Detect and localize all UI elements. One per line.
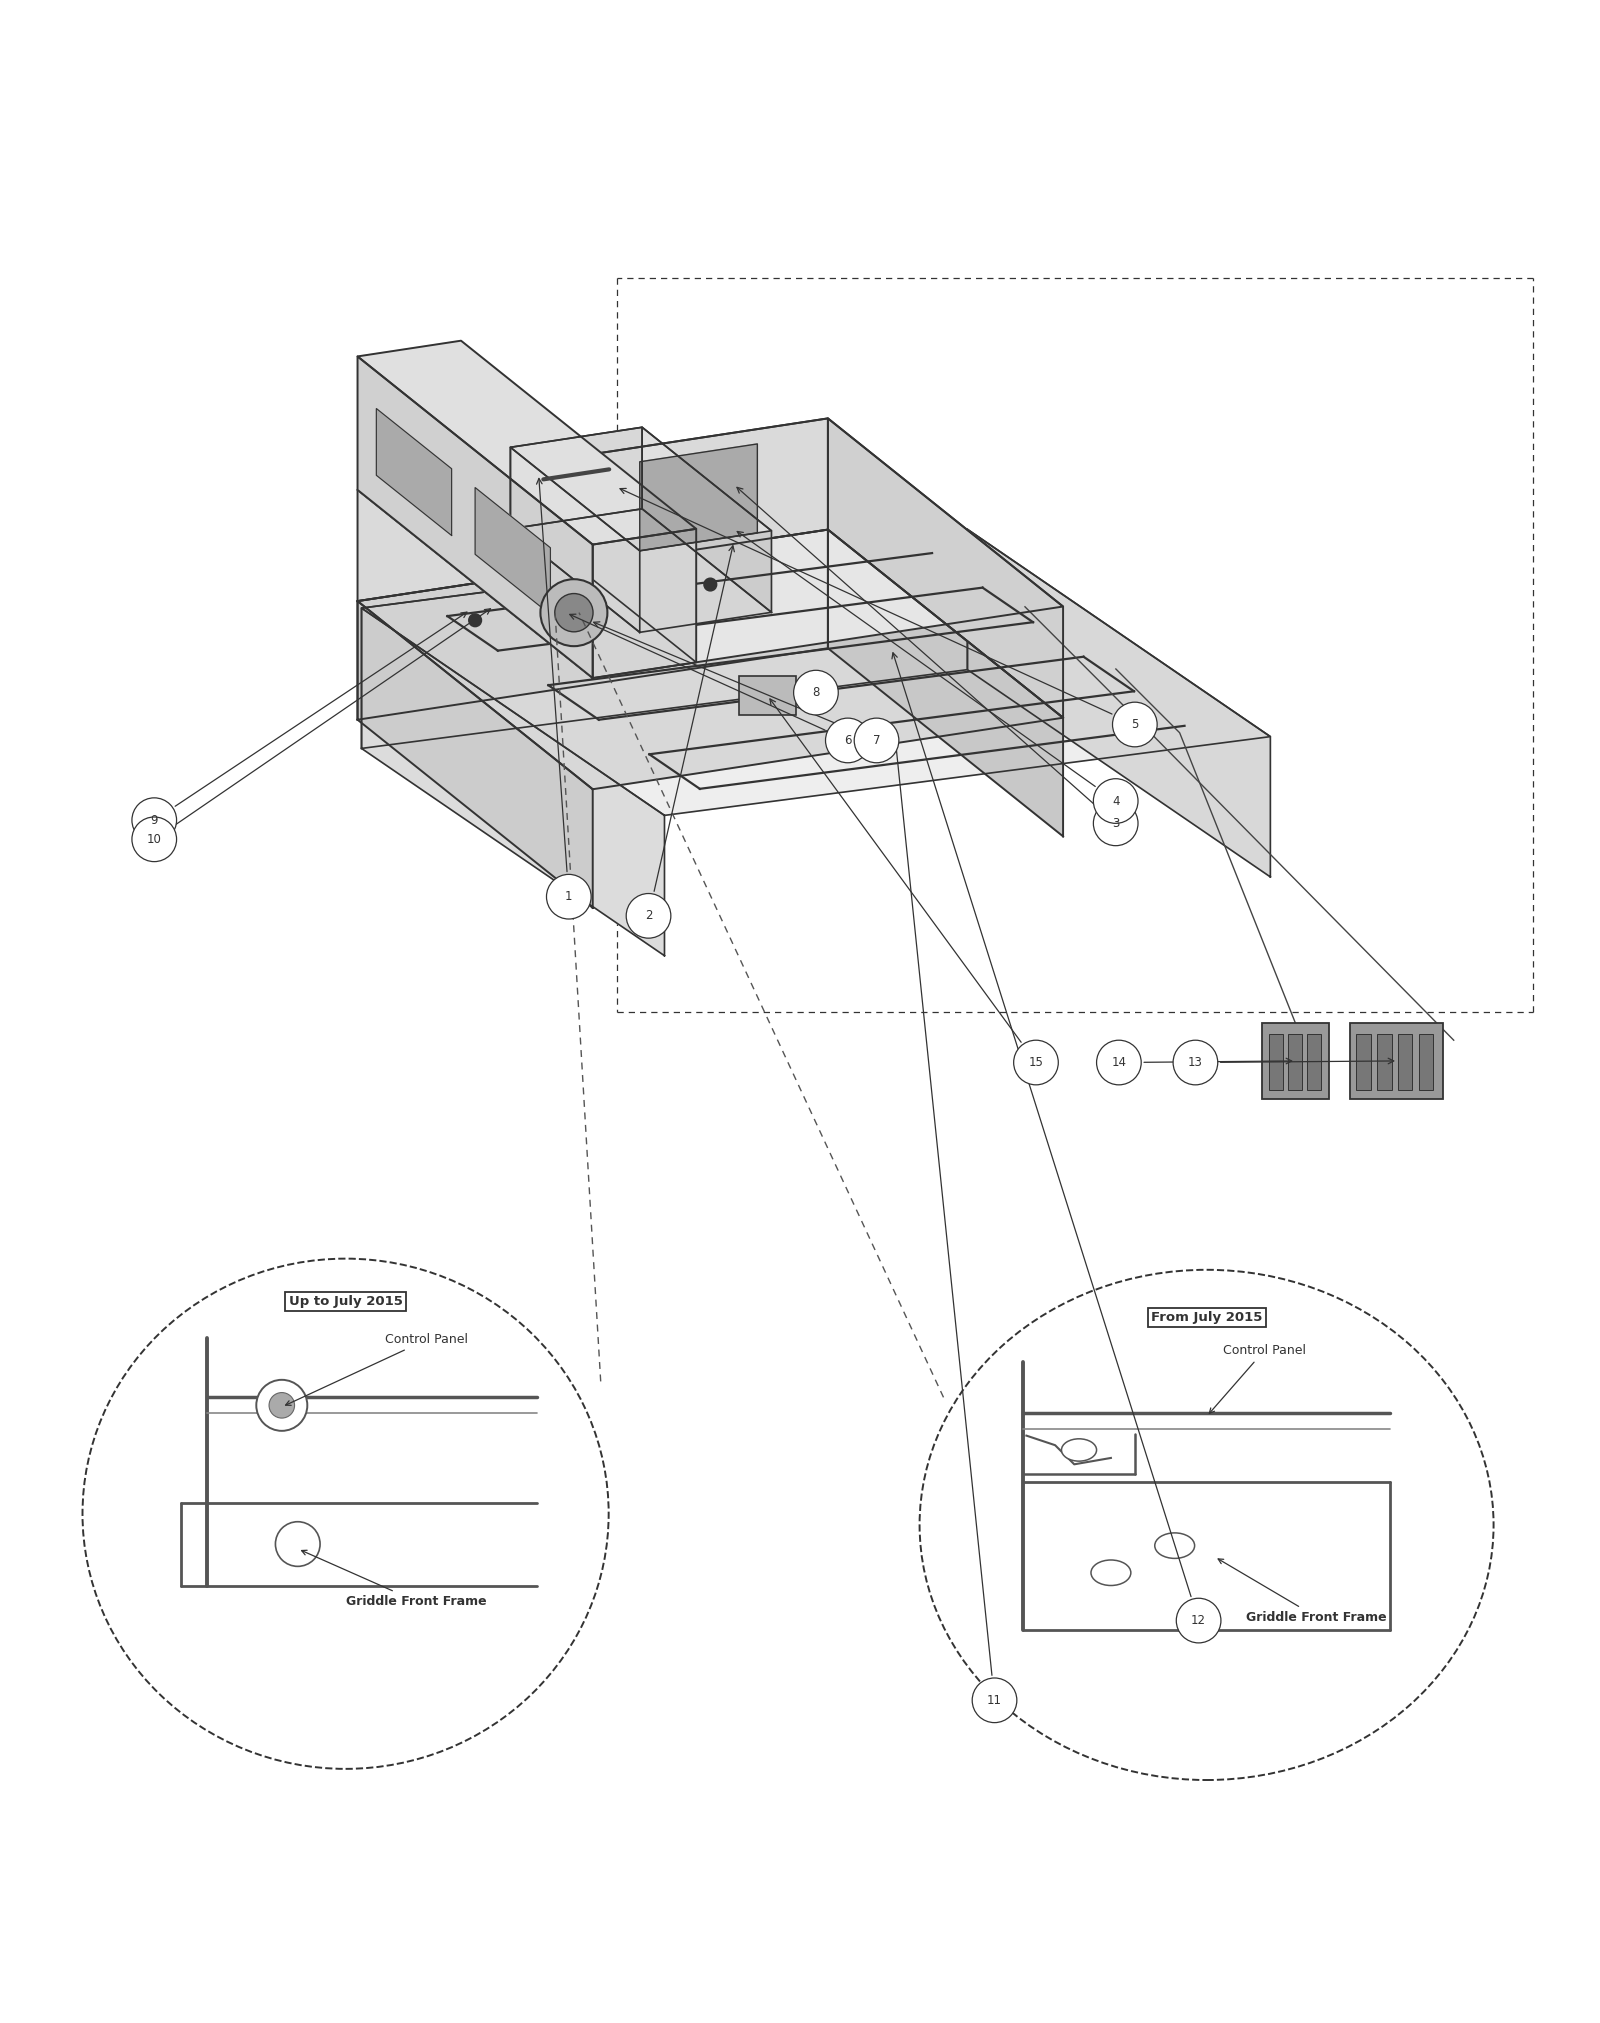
Ellipse shape [1091,1560,1131,1586]
Text: Up to July 2015: Up to July 2015 [288,1295,403,1309]
Text: Griddle Front Frame: Griddle Front Frame [301,1550,486,1608]
Polygon shape [357,530,1062,789]
Polygon shape [362,530,1270,815]
Polygon shape [357,419,1062,678]
Circle shape [826,718,870,763]
Circle shape [269,1392,294,1418]
Text: 4: 4 [1112,795,1120,807]
Bar [1269,1034,1283,1090]
Bar [1307,1034,1322,1090]
Circle shape [469,613,482,627]
Polygon shape [376,409,451,536]
Polygon shape [510,510,771,633]
Bar [1288,1034,1302,1090]
Circle shape [555,593,594,631]
Circle shape [1093,801,1138,846]
Circle shape [854,718,899,763]
Circle shape [973,1677,1018,1724]
Circle shape [704,579,717,591]
Polygon shape [357,601,592,908]
Bar [1378,1034,1392,1090]
Circle shape [1112,702,1157,746]
Circle shape [1176,1598,1221,1643]
Circle shape [1096,1040,1141,1084]
Bar [1262,1024,1330,1098]
Polygon shape [357,356,592,678]
Ellipse shape [1061,1438,1096,1461]
Text: 3: 3 [1112,817,1120,829]
Circle shape [586,597,598,609]
Circle shape [541,579,608,645]
Polygon shape [592,528,696,678]
Polygon shape [510,427,642,528]
Text: 15: 15 [1029,1056,1043,1068]
Circle shape [131,817,176,862]
Polygon shape [510,427,771,550]
Text: 5: 5 [1131,718,1139,730]
Bar [739,676,797,714]
Polygon shape [357,419,827,601]
Polygon shape [640,443,757,550]
Text: From July 2015: From July 2015 [1150,1311,1262,1325]
Circle shape [1093,779,1138,823]
Circle shape [256,1380,307,1430]
Polygon shape [357,473,696,678]
Text: 13: 13 [1187,1056,1203,1068]
Circle shape [794,670,838,714]
Text: Control Panel: Control Panel [1210,1345,1306,1414]
Polygon shape [510,447,640,633]
Text: 12: 12 [1190,1614,1206,1626]
Polygon shape [968,530,1270,876]
Text: 7: 7 [872,734,880,746]
Polygon shape [357,530,827,720]
Circle shape [1014,1040,1058,1084]
Polygon shape [642,427,771,613]
Polygon shape [362,530,968,749]
Text: 10: 10 [147,833,162,846]
Circle shape [547,874,590,918]
Text: 6: 6 [845,734,851,746]
Text: Griddle Front Frame: Griddle Front Frame [1218,1560,1387,1624]
Text: 11: 11 [987,1693,1002,1707]
Bar [1398,1034,1413,1090]
Text: 8: 8 [813,686,819,700]
Bar [1357,1034,1371,1090]
Circle shape [626,894,670,939]
Bar [1419,1034,1434,1090]
Polygon shape [827,530,1062,835]
Text: 9: 9 [150,813,158,827]
Text: 1: 1 [565,890,573,902]
Polygon shape [475,488,550,615]
Polygon shape [362,609,664,955]
Ellipse shape [1155,1533,1195,1558]
Circle shape [275,1521,320,1566]
Polygon shape [827,419,1062,718]
Bar [1350,1024,1443,1098]
Text: 14: 14 [1112,1056,1126,1068]
Circle shape [1173,1040,1218,1084]
Text: Control Panel: Control Panel [285,1333,469,1406]
Polygon shape [357,340,696,544]
Text: 2: 2 [645,908,653,922]
Circle shape [131,797,176,842]
